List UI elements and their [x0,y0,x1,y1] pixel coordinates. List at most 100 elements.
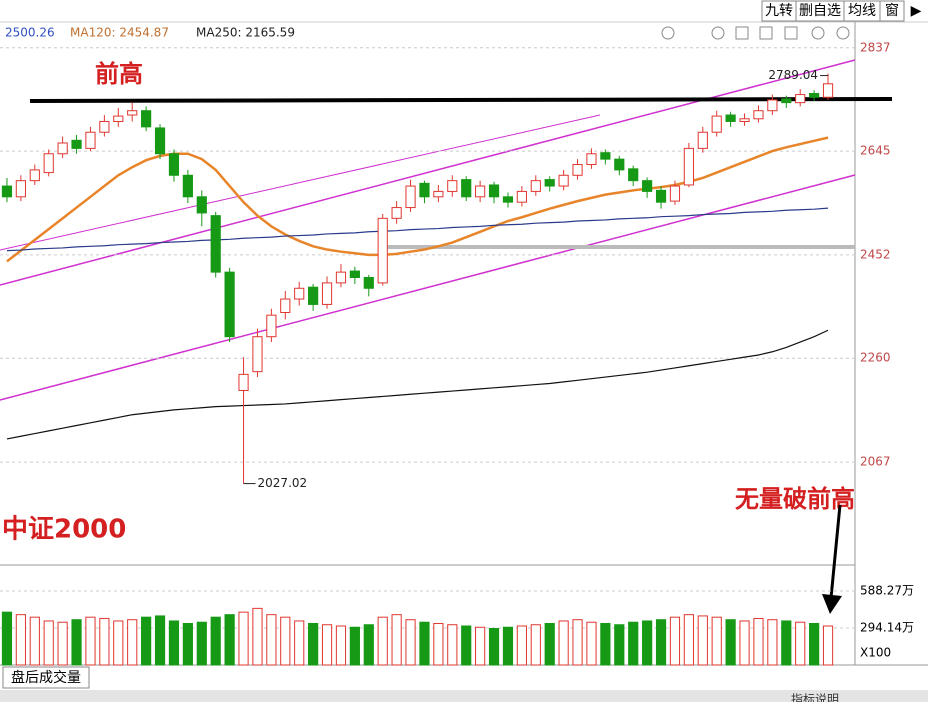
annotation: 中证2000 [2,515,126,545]
volume-bar [349,626,360,666]
volume-bar [795,621,806,666]
volume-bar [683,614,694,666]
annotation: 前高 [95,60,143,88]
candle-body [711,115,722,133]
volume-bar [753,617,764,666]
candle-body [628,168,639,182]
y-tick-label: 2260 [860,351,891,365]
volume-bar [600,622,611,666]
volume-bar [488,628,500,666]
volume-bar [461,625,472,666]
candle-body [391,207,402,219]
volume-bar [767,619,778,666]
button-label[interactable]: 删自选 [799,3,841,19]
help-label[interactable]: 指标说明 [791,692,839,702]
button[interactable] [879,0,905,22]
candle-body [683,147,694,186]
volume-bar [475,626,486,666]
candle-body [29,169,40,182]
candle-body [113,115,124,122]
candle-body [15,180,26,198]
volume-bar [141,616,152,666]
volume-bar [628,621,639,666]
button-icon[interactable]: ▶ [911,3,922,19]
ma-line [6,207,829,252]
prev-high-line [29,97,893,103]
volume-bar [113,620,124,666]
header-value: MA120: 2454.87 [70,26,169,40]
volume-bar [502,626,514,666]
button-label[interactable]: 九转 [765,3,793,19]
volume-bar [252,607,263,666]
candle-body [822,83,834,98]
candle-body [739,118,750,122]
volume-bar [614,624,625,666]
volume-bar [530,624,541,666]
volume-bar [544,622,555,666]
candle-body [614,158,625,171]
arrow-head [822,594,842,614]
candle-body [224,271,235,338]
volume-bar [182,622,193,666]
volume-bar [71,619,82,666]
button-label[interactable]: 窗 [885,2,899,19]
tab[interactable] [2,666,90,689]
candle-body [363,277,374,289]
candle-body [168,153,180,176]
candle-body [516,190,527,203]
volume-bar [294,620,305,666]
candle-body [433,190,444,198]
volume-bar [642,620,653,666]
status-bar [0,690,928,702]
candle-body [85,131,96,149]
candle-body [461,179,472,198]
candle-body [1,185,13,198]
volume-bar [57,621,68,666]
volume-bar [127,619,138,666]
candle-body [349,270,360,279]
candle-body [196,196,207,214]
volume-bar [168,620,180,666]
candle-body [502,196,514,203]
candle-body [419,182,430,198]
y-tick-label: 2837 [860,40,891,54]
volume-bar [43,620,54,666]
candle-body [767,99,778,112]
candle-body [697,131,708,149]
volume-bar [725,619,736,666]
candle-body [308,286,319,305]
tab-label[interactable]: 盘后成交量 [11,669,81,686]
candle-body [280,298,291,313]
volume-bar [99,617,110,666]
candle-body [127,110,138,116]
candle-body [335,271,347,284]
volume-bar [280,616,291,666]
volume-bar [447,624,458,666]
y-tick-label: 2067 [860,455,891,469]
tool-icons [661,26,850,40]
candle-body [530,180,541,192]
candle-body [182,174,193,198]
volume-bar [210,616,221,666]
ma-line [6,329,829,440]
volume-bar [391,614,402,666]
volume-bar [822,625,834,666]
candle-body [795,94,806,104]
button-label[interactable]: 均线 [848,3,876,19]
candle-body [655,189,667,203]
volume-bar [739,620,750,666]
channel-line [0,174,856,401]
volume-bar [572,619,583,666]
high-label: 2789.04 [768,68,818,82]
volume-bar [15,614,26,666]
y-tick-label: 2645 [860,144,891,158]
volume-bar [154,615,166,666]
volume-bar [85,616,96,666]
channel-line [0,59,856,286]
candle-body [238,373,249,392]
volume-bar [405,619,416,666]
volume-bar [224,614,235,666]
volume-bar [1,611,13,666]
volume-bar [433,622,444,666]
